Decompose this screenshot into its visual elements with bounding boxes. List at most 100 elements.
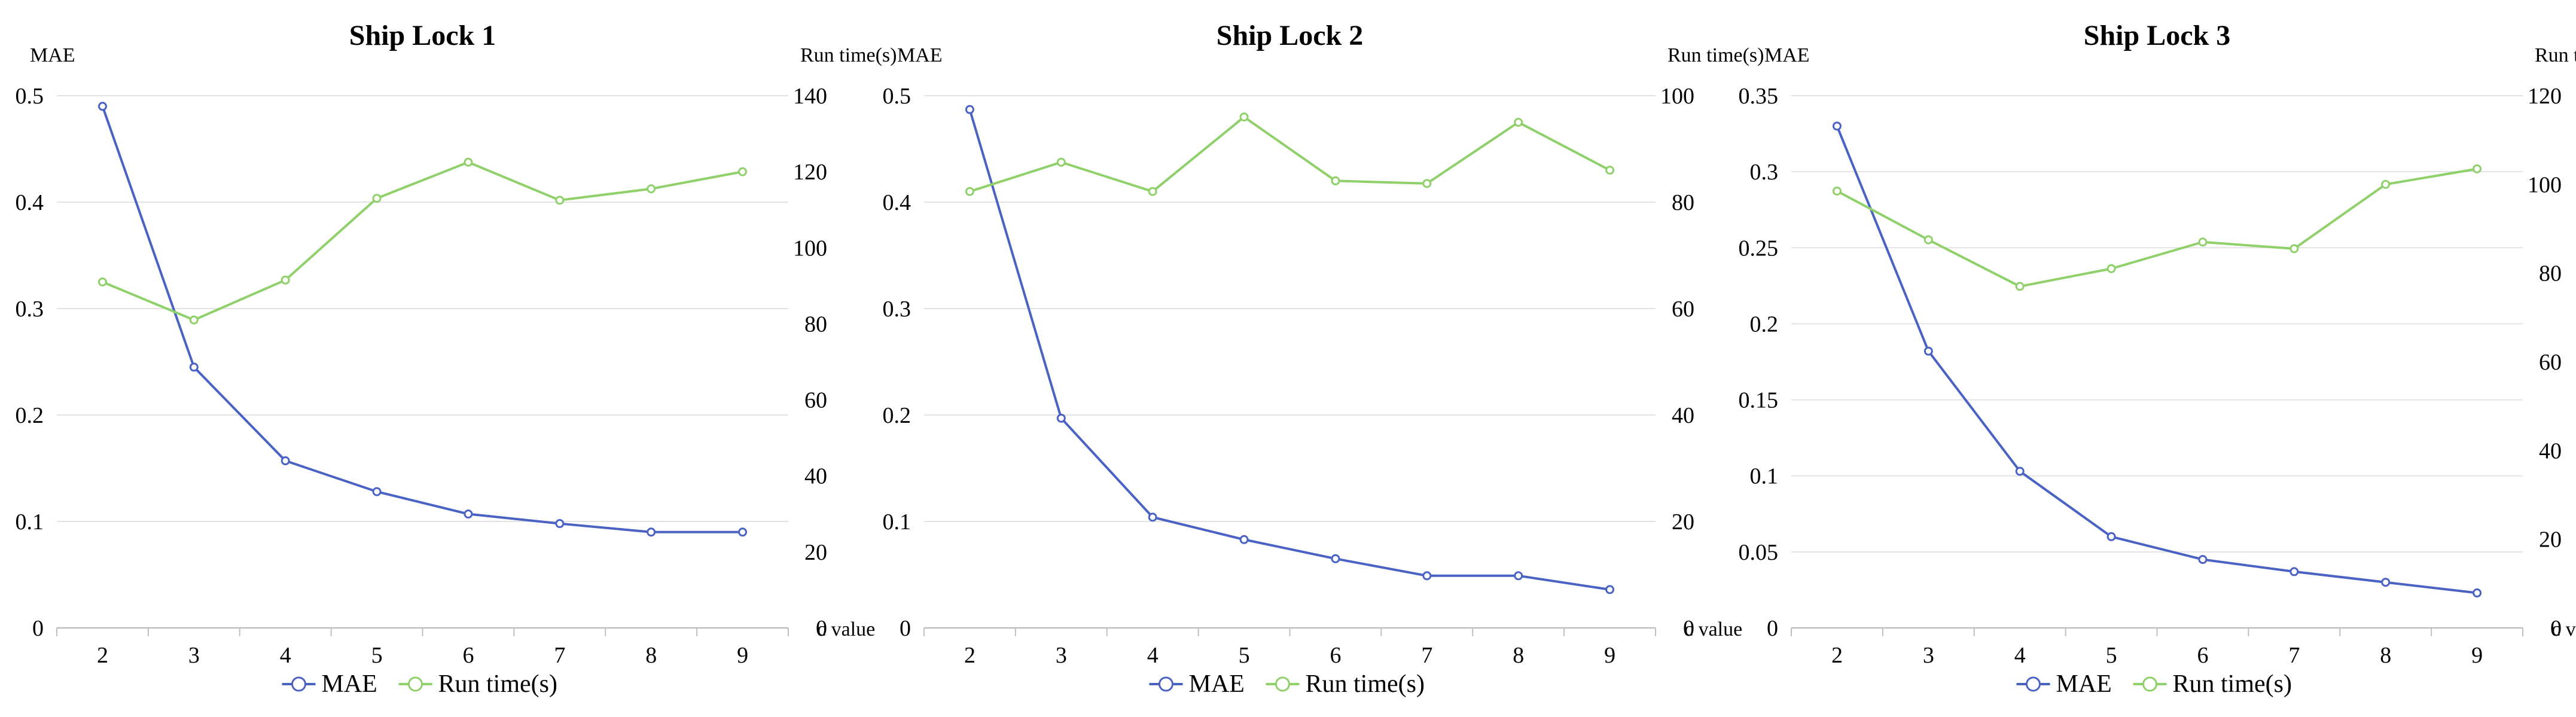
right-tick-label: 20 xyxy=(804,540,827,565)
runtime-point xyxy=(190,316,197,324)
chart-title: Ship Lock 1 xyxy=(349,20,496,51)
mae-point xyxy=(2382,579,2389,586)
legend-runtime-marker xyxy=(2144,678,2157,691)
legend-mae-label: MAE xyxy=(322,670,377,698)
mae-point xyxy=(190,364,197,371)
mae-point xyxy=(648,529,655,536)
left-tick-label: 0.5 xyxy=(883,84,911,109)
x-axis-label: c value xyxy=(1684,618,1742,640)
series-runtime xyxy=(966,114,1613,196)
runtime-point xyxy=(282,276,289,283)
left-tick-label: 0 xyxy=(1767,616,1778,641)
runtime-point xyxy=(1240,114,1248,121)
x-tick-label: 9 xyxy=(737,643,748,668)
left-tick-label: 0.35 xyxy=(1739,84,1779,109)
right-tick-label: 60 xyxy=(1672,297,1694,322)
runtime-line xyxy=(102,162,742,320)
x-tick-label: 2 xyxy=(964,643,975,668)
x-tick-label: 8 xyxy=(645,643,657,668)
legend-mae-marker xyxy=(2027,678,2040,691)
runtime-point xyxy=(465,158,472,166)
runtime-point xyxy=(2016,283,2023,290)
runtime-line xyxy=(970,117,1609,192)
mae-point xyxy=(1925,347,1932,355)
runtime-point xyxy=(1925,236,1932,243)
x-tick-label: 8 xyxy=(1513,643,1524,668)
chart-title: Ship Lock 2 xyxy=(1217,20,1363,51)
left-tick-label: 0 xyxy=(900,616,911,641)
mae-point xyxy=(373,488,380,495)
x-tick-label: 7 xyxy=(554,643,565,668)
right-tick-label: 40 xyxy=(2539,438,2562,463)
left-tick-label: 0.3 xyxy=(883,297,911,322)
x-tick-label: 6 xyxy=(1330,643,1341,668)
mae-point xyxy=(99,103,106,110)
runtime-point xyxy=(1423,180,1431,187)
x-tick-label: 8 xyxy=(2380,643,2391,668)
runtime-point xyxy=(99,279,106,286)
x-tick-label: 9 xyxy=(1604,643,1615,668)
mae-point xyxy=(1423,572,1431,579)
legend: MAE Run time(s) xyxy=(2017,670,2292,698)
right-axis-label: Run time(s) xyxy=(2535,44,2576,66)
runtime-point xyxy=(1833,187,1840,194)
runtime-point xyxy=(1332,177,1339,184)
right-tick-label: 140 xyxy=(793,84,827,109)
runtime-point xyxy=(373,195,380,202)
mae-point xyxy=(1515,572,1522,579)
mae-point xyxy=(1149,514,1156,521)
legend-mae-label: MAE xyxy=(2056,670,2112,698)
left-tick-label: 0 xyxy=(32,616,44,641)
legend-mae-marker xyxy=(1160,678,1173,691)
series-mae xyxy=(966,106,1613,593)
right-tick-label: 20 xyxy=(1672,509,1694,535)
runtime-line xyxy=(1837,169,2477,286)
left-axis-label: MAE xyxy=(1764,44,1810,66)
right-axis-label: Run time(s) xyxy=(1667,44,1764,66)
chart-title: Ship Lock 3 xyxy=(2084,20,2230,51)
right-axis-label: Run time(s) xyxy=(800,44,897,66)
runtime-point xyxy=(2474,165,2481,172)
right-tick-label: 120 xyxy=(2528,84,2562,109)
mae-point xyxy=(2016,468,2023,475)
left-tick-label: 0.2 xyxy=(883,403,911,428)
right-tick-label: 20 xyxy=(2539,527,2562,553)
right-tick-label: 120 xyxy=(793,160,827,185)
runtime-point xyxy=(1057,158,1065,166)
mae-point xyxy=(2108,533,2115,540)
left-axis-label: MAE xyxy=(897,44,943,66)
left-tick-label: 0.1 xyxy=(16,509,44,535)
legend-runtime-label: Run time(s) xyxy=(2173,670,2292,698)
right-tick-label: 40 xyxy=(804,464,827,489)
legend-runtime-marker xyxy=(409,678,422,691)
mae-line xyxy=(970,109,1609,590)
runtime-point xyxy=(966,188,973,195)
x-tick-label: 5 xyxy=(1239,643,1250,668)
left-tick-label: 0.2 xyxy=(16,403,44,428)
left-tick-label: 0.4 xyxy=(16,190,44,215)
left-tick-label: 0.4 xyxy=(883,190,911,215)
runtime-point xyxy=(2199,239,2206,246)
mae-point xyxy=(465,511,472,518)
right-tick-label: 80 xyxy=(804,312,827,337)
mae-line xyxy=(1837,126,2477,593)
mae-point xyxy=(556,520,563,527)
left-tick-label: 0.5 xyxy=(16,84,44,109)
right-tick-label: 100 xyxy=(1660,84,1694,109)
x-tick-label: 3 xyxy=(188,643,200,668)
right-tick-label: 60 xyxy=(2539,350,2562,375)
left-tick-label: 0.3 xyxy=(1750,160,1779,185)
legend-mae-marker xyxy=(292,678,306,691)
mae-point xyxy=(282,457,289,465)
x-tick-label: 6 xyxy=(2197,643,2208,668)
runtime-point xyxy=(556,197,563,204)
series-runtime xyxy=(99,158,746,324)
mae-point xyxy=(1240,536,1248,543)
x-tick-label: 3 xyxy=(1923,643,1934,668)
